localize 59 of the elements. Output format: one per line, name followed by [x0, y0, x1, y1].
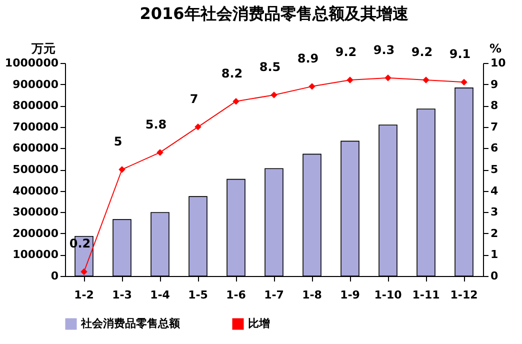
- x-tick-label: 1-5: [188, 288, 208, 302]
- y2-tick-label: 5: [490, 163, 498, 176]
- data-label: 8.2: [221, 66, 243, 80]
- y-axis-title: 万元: [30, 42, 56, 56]
- y2-tick-label: 9: [490, 78, 498, 91]
- x-tick-label: 1-10: [374, 288, 402, 302]
- data-label: 8.5: [259, 60, 281, 74]
- point: [232, 98, 240, 105]
- point: [384, 74, 392, 82]
- y2-tick-label: 3: [490, 206, 498, 219]
- x-tick-label: 1-8: [302, 288, 322, 302]
- y2-tick-label: 8: [490, 99, 498, 112]
- y-tick-label: 1000000: [4, 56, 59, 70]
- y-tick-label: 500000: [12, 163, 59, 176]
- data-label: 9.1: [449, 47, 471, 62]
- data-label: 8.9: [297, 51, 319, 66]
- data-label: 5: [114, 134, 122, 148]
- data-label: 9.3: [373, 42, 395, 57]
- y-tick-label: 800000: [12, 99, 59, 112]
- point: [80, 268, 88, 276]
- data-label: 9.2: [411, 45, 433, 60]
- y-tick-label: 0: [50, 270, 59, 282]
- y-tick-label: 900000: [12, 78, 59, 91]
- y2-axis-title: %: [490, 42, 502, 56]
- data-label: 5.8: [145, 117, 167, 132]
- x-tick-label: 1-2: [74, 288, 94, 302]
- x-tick-label: 1-4: [150, 288, 170, 302]
- point: [422, 76, 430, 84]
- x-tick-label: 1-12: [450, 288, 478, 302]
- y2-tick-label: 6: [490, 142, 498, 155]
- legend-label: 社会消费品零售总额: [80, 317, 181, 330]
- y-tick-label: 200000: [12, 226, 59, 240]
- point: [118, 166, 126, 173]
- y2-tick-label: 4: [490, 184, 498, 198]
- x-tick-label: 1-6: [226, 288, 246, 302]
- x-tick-label: 1-9: [340, 288, 360, 302]
- point: [460, 78, 468, 86]
- data-label: 7: [190, 92, 198, 106]
- x-tick-label: 1-7: [264, 288, 284, 302]
- y2-tick-label: 7: [490, 120, 498, 134]
- y-tick-label: 700000: [12, 120, 59, 134]
- x-tick-label: 1-11: [412, 288, 440, 302]
- point: [156, 149, 164, 156]
- data-label: 9.2: [335, 45, 357, 60]
- y2-tick-label: 0: [490, 270, 498, 282]
- point: [308, 83, 316, 90]
- chart-title: 2016年社会消费品零售总额及其增速: [140, 4, 410, 23]
- x-tick-label: 1-3: [112, 288, 132, 302]
- y2-tick-label: 10: [490, 56, 506, 70]
- y-tick-label: 400000: [12, 184, 59, 198]
- y2-tick-label: 1: [490, 248, 498, 262]
- y-tick-label: 300000: [12, 206, 59, 219]
- point: [346, 76, 354, 84]
- legend-label: 比增: [248, 317, 270, 330]
- y-tick-label: 100000: [12, 248, 59, 262]
- y-tick-label: 600000: [12, 142, 59, 155]
- y2-tick-label: 2: [490, 226, 498, 240]
- point: [194, 124, 202, 130]
- point: [270, 92, 278, 98]
